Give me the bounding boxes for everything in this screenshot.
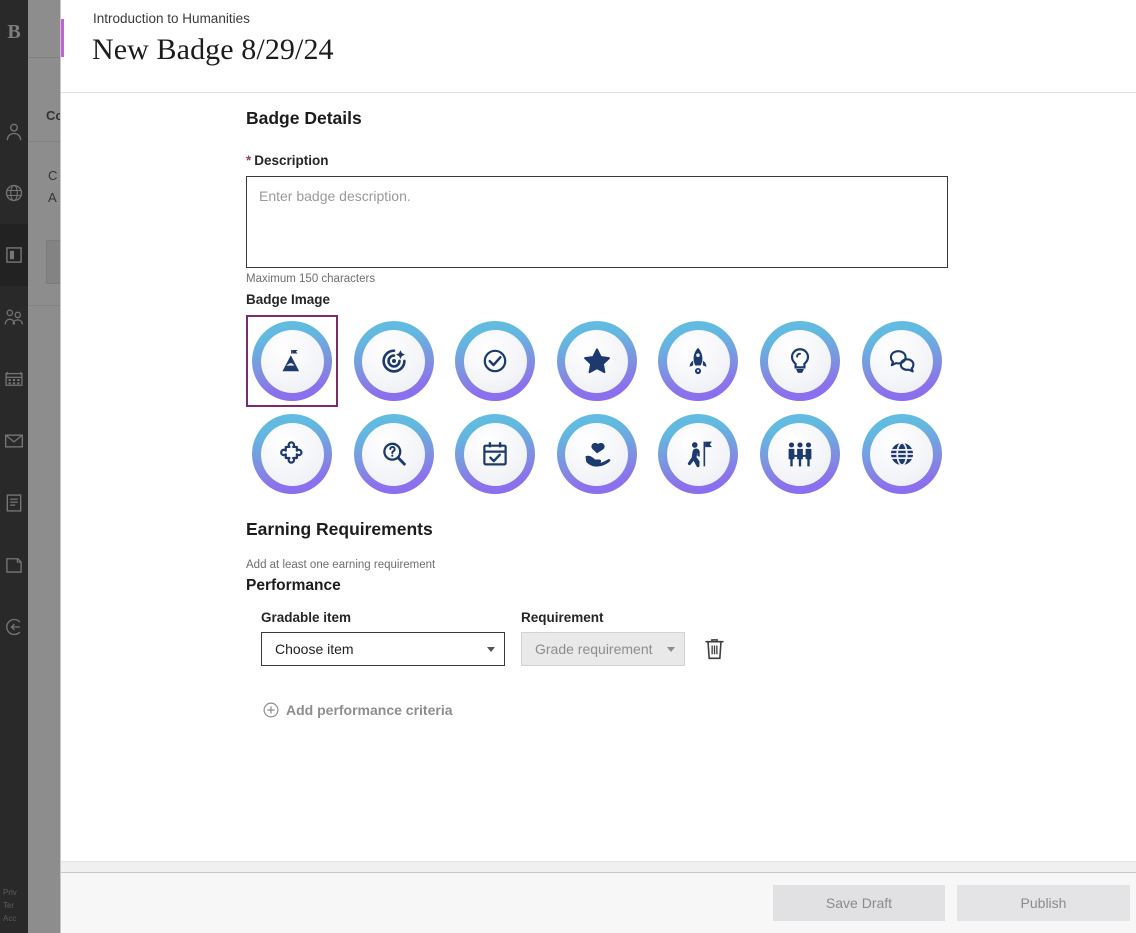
panel-body[interactable]: Badge Details *Description Maximum 150 c… [61, 93, 1136, 872]
heart-hand-icon [585, 442, 611, 467]
badge-option-calendar-check[interactable] [449, 408, 541, 500]
requirement-select: Grade requirement [521, 632, 685, 666]
page-title: New Badge 8/29/24 [92, 33, 334, 66]
badge-option-rocket[interactable] [652, 315, 744, 407]
badge-option-person-flag[interactable] [652, 408, 744, 500]
add-criteria-wrapper: Add performance criteria [263, 702, 957, 723]
mountain-flag-icon [282, 349, 300, 372]
badge-ring [861, 321, 942, 401]
description-input-wrapper [246, 176, 957, 268]
badge-ring [658, 321, 739, 401]
close-button[interactable] [61, 19, 64, 57]
badge-option-star[interactable] [551, 315, 643, 407]
badge-option-puzzle-piece[interactable] [246, 408, 338, 500]
calendar-check-icon [483, 442, 507, 466]
badge-ring [455, 414, 536, 494]
gradable-item-field: Gradable item Choose item [261, 610, 505, 666]
performance-requirement-row: Gradable item Choose item Requirement Gr… [261, 610, 957, 666]
panel-footer: Save Draft Publish [61, 872, 1136, 933]
course-name: Introduction to Humanities [93, 11, 250, 26]
badge-option-check-circle[interactable] [449, 315, 541, 407]
trash-icon [704, 639, 724, 660]
puzzle-piece-icon [280, 441, 303, 464]
publish-button[interactable]: Publish [957, 885, 1130, 921]
badge-inner [666, 422, 730, 486]
badge-inner [565, 422, 629, 486]
rocket-icon [689, 347, 707, 375]
badge-ring [353, 414, 434, 494]
gradable-item-label: Gradable item [261, 610, 352, 625]
badge-inner [260, 329, 324, 393]
requirement-label: Requirement [521, 610, 604, 625]
badge-ring [252, 414, 332, 494]
chevron-down-icon [667, 646, 675, 652]
badge-ring [658, 414, 739, 494]
badge-ring [759, 321, 840, 401]
badge-inner [768, 422, 832, 486]
badge-inner [870, 329, 934, 393]
gradable-item-value: Choose item [275, 641, 354, 657]
add-performance-criteria-label: Add performance criteria [286, 702, 453, 718]
badge-option-speech-bubbles[interactable] [856, 315, 948, 407]
badge-option-heart-hand[interactable] [551, 408, 643, 500]
badge-inner [666, 329, 730, 393]
new-badge-panel: Introduction to Humanities New Badge 8/2… [60, 0, 1136, 933]
badge-option-group-people[interactable] [754, 408, 846, 500]
group-people-icon [788, 442, 812, 467]
badge-option-target[interactable] [348, 315, 440, 407]
panel-header: Introduction to Humanities New Badge 8/2… [61, 0, 1136, 93]
star-icon [583, 348, 610, 374]
summary-section: Summary Once earned, students can access… [61, 861, 1136, 872]
badge-inner [870, 422, 934, 486]
save-draft-button[interactable]: Save Draft [773, 885, 945, 921]
badge-inner [463, 422, 527, 486]
badge-option-mountain-flag[interactable] [246, 315, 338, 407]
badge-inner [565, 329, 629, 393]
badge-option-magnifier-question[interactable] [348, 408, 440, 500]
requirement-field: Requirement Grade requirement [521, 610, 685, 666]
magnifier-question-icon [382, 442, 406, 466]
description-label: * Description [246, 153, 957, 168]
target-icon [381, 349, 406, 373]
badge-inner [362, 329, 426, 393]
check-circle-icon [483, 349, 507, 373]
close-button-wrapper [61, 19, 72, 73]
badge-inner [260, 422, 324, 486]
badge-details-section: Badge Details *Description Maximum 150 c… [246, 108, 957, 723]
earning-requirements-title: Earning Requirements [246, 519, 433, 539]
badge-ring [556, 414, 637, 494]
badge-inner [362, 422, 426, 486]
person-flag-icon [688, 441, 713, 468]
globe-icon [890, 442, 913, 466]
badge-image-grid [246, 315, 957, 500]
badge-ring [252, 321, 332, 401]
badge-ring [861, 414, 942, 494]
add-performance-criteria-button[interactable]: Add performance criteria [263, 702, 453, 718]
performance-group-title: Performance [246, 577, 341, 594]
badge-image-label: Badge Image [246, 292, 331, 307]
earning-requirements-section: Earning Requirements Add at least one ea… [246, 519, 957, 723]
gradable-item-select[interactable]: Choose item [261, 632, 505, 666]
earning-requirements-hint: Add at least one earning requirement [246, 559, 436, 571]
badge-option-globe[interactable] [856, 408, 948, 500]
badge-inner [463, 329, 527, 393]
badge-details-title: Badge Details [246, 108, 362, 128]
description-input[interactable] [246, 176, 948, 268]
delete-requirement-button[interactable] [701, 634, 727, 664]
speech-bubbles-icon [889, 350, 915, 373]
description-hint: Maximum 150 characters [246, 273, 376, 285]
plus-circle-icon [263, 702, 279, 718]
requirement-value: Grade requirement [535, 641, 653, 657]
badge-ring [759, 414, 840, 494]
badge-option-lightbulb[interactable] [754, 315, 846, 407]
badge-ring [556, 321, 637, 401]
badge-inner [768, 329, 832, 393]
lightbulb-icon [790, 348, 810, 373]
required-marker: * [246, 153, 252, 168]
badge-ring [353, 321, 434, 401]
chevron-down-icon [487, 646, 495, 652]
badge-ring [455, 321, 536, 401]
description-label-text: Description [254, 153, 329, 168]
